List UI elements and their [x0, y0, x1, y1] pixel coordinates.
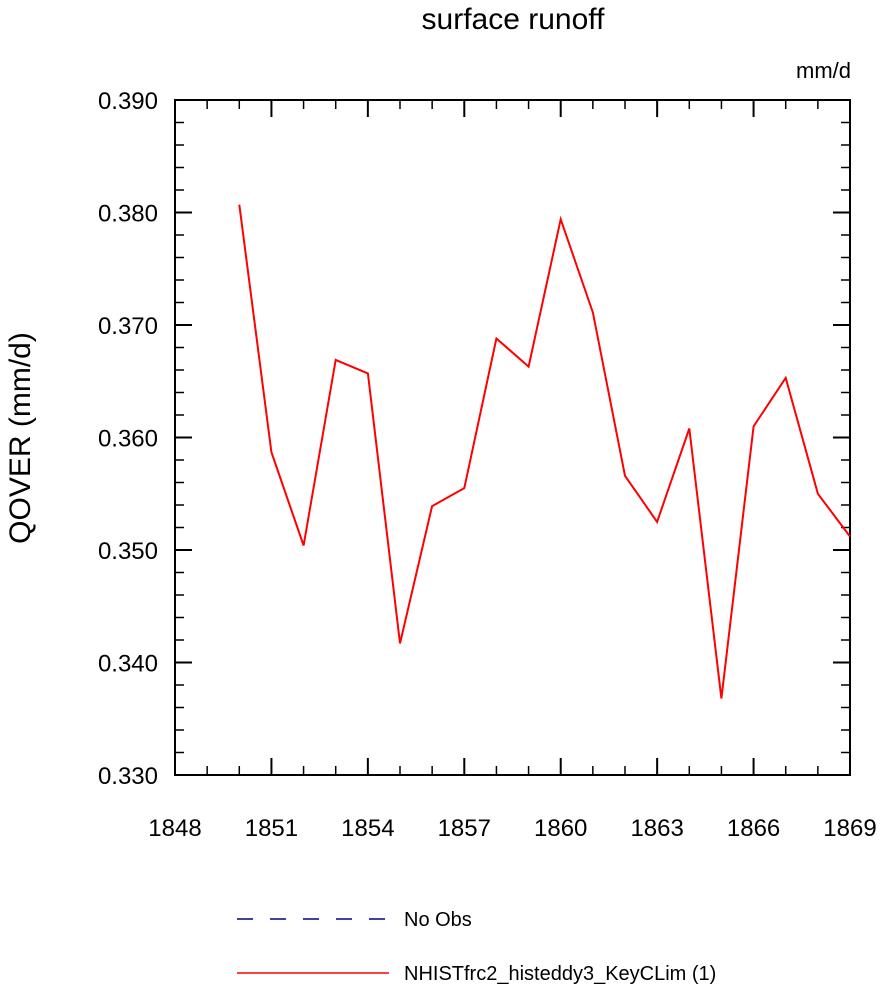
y-tick-label: 0.350	[98, 538, 158, 565]
x-tick-label: 1854	[341, 815, 394, 842]
chart-title: surface runoff	[422, 3, 606, 36]
x-tick-label: 1866	[727, 815, 780, 842]
y-tick-label: 0.360	[98, 426, 158, 453]
legend-label-no-obs: No Obs	[404, 909, 472, 931]
y-tick-label: 0.380	[98, 201, 158, 228]
plot-frame	[174, 99, 851, 776]
x-tick-label: 1860	[534, 815, 587, 842]
tick-labels: 1848 1851 1854 1857 1860 1863 1866 1869 0.330 0.3…	[98, 88, 877, 842]
y-axis-label: QOVER (mm/d)	[4, 332, 37, 544]
x-tick-label: 1869	[823, 815, 876, 842]
axis-ticks	[174, 99, 851, 776]
y-tick-label: 0.390	[98, 88, 158, 115]
x-tick-label: 1863	[630, 815, 683, 842]
y-tick-label: 0.340	[98, 651, 158, 678]
series-line-0	[238, 204, 851, 699]
x-tick-label: 1851	[245, 815, 298, 842]
x-tick-label: 1848	[148, 815, 201, 842]
legend-label-model: NHISTfrc2_histeddy3_KeyCLim (1)	[404, 963, 716, 985]
y-tick-label: 0.370	[98, 313, 158, 340]
units-label: mm/d	[796, 58, 851, 83]
y-tick-label: 0.330	[98, 763, 158, 790]
series-layer	[238, 204, 851, 699]
x-tick-label: 1857	[438, 815, 491, 842]
legend: No Obs NHISTfrc2_histeddy3_KeyCLim (1)	[237, 909, 716, 985]
